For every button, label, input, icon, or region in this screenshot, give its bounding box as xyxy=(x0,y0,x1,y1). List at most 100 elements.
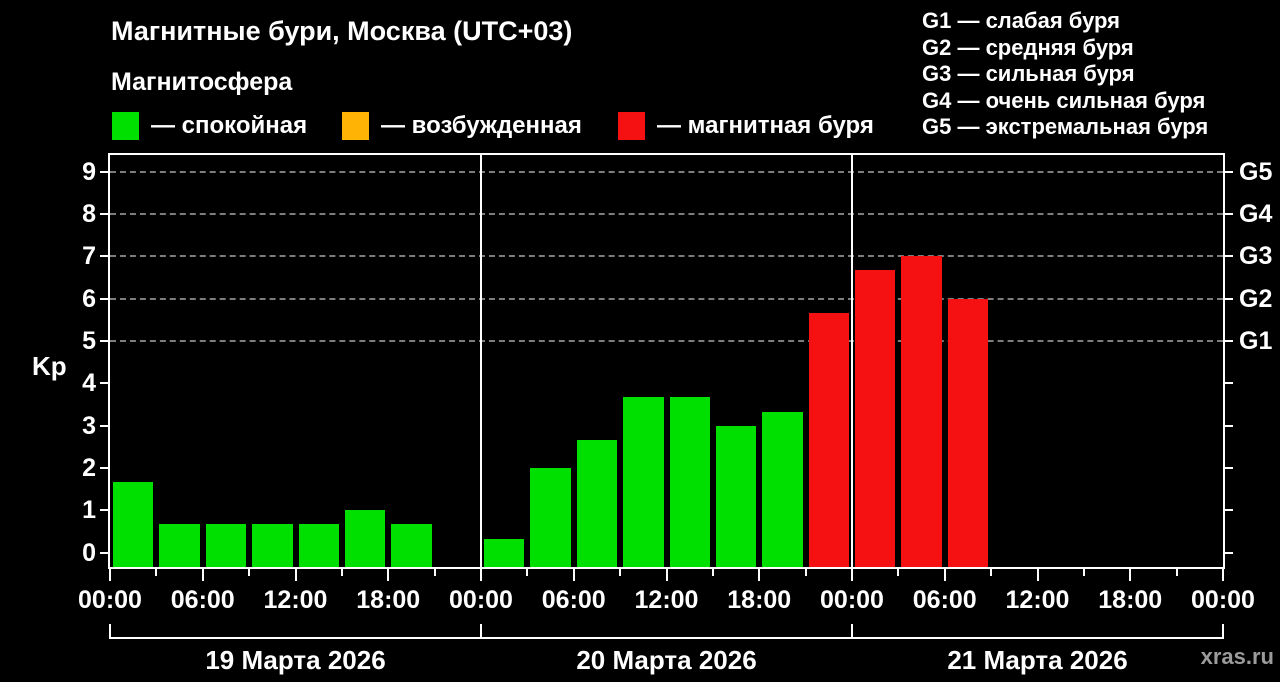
x-axis-major-tick xyxy=(294,567,297,581)
x-axis-minor-tick xyxy=(155,567,158,576)
y-axis-tick xyxy=(100,466,110,469)
legend-item-quiet: — спокойная xyxy=(112,112,307,140)
x-axis-minor-tick xyxy=(897,567,900,576)
g-level-label: G2 xyxy=(1239,284,1273,313)
x-axis-major-tick xyxy=(758,567,761,581)
gridline-kp5 xyxy=(110,340,1223,342)
x-axis-minor-tick xyxy=(433,567,436,576)
y-axis-tick xyxy=(100,297,110,300)
storm-scale-item-g1: G1 — слабая буря xyxy=(922,8,1121,33)
legend-label-excited: — возбужденная xyxy=(381,112,582,139)
x-axis-major-tick xyxy=(387,567,390,581)
kp-bar xyxy=(159,524,200,567)
x-axis-minor-tick xyxy=(340,567,343,576)
x-axis-major-tick xyxy=(943,567,946,581)
x-axis-minor-tick xyxy=(711,567,714,576)
kp-bar xyxy=(901,256,942,567)
gridline-kp6 xyxy=(110,297,1223,300)
kp-bar xyxy=(669,397,710,567)
x-axis-minor-tick xyxy=(990,567,993,576)
quiet-color-swatch xyxy=(112,112,139,140)
x-axis-tick-label: 12:00 xyxy=(634,586,699,614)
date-bracket-line xyxy=(111,637,1224,639)
kp-bar xyxy=(715,425,757,567)
x-axis-major-tick xyxy=(572,567,575,581)
date-bracket-tick xyxy=(109,624,111,639)
y-axis-tick xyxy=(100,170,110,173)
y-axis-tick-label: 4 xyxy=(82,369,96,398)
x-axis-major-tick xyxy=(1036,567,1039,581)
kp-bar xyxy=(623,397,664,567)
y-axis-tick-label: 3 xyxy=(82,411,96,440)
x-axis-major-tick xyxy=(109,567,111,581)
x-axis-tick-label: 12:00 xyxy=(1005,586,1070,614)
x-axis-tick-label: 00:00 xyxy=(78,586,142,614)
x-axis-minor-tick xyxy=(804,567,807,576)
legend-label-quiet: — спокойная xyxy=(151,112,308,139)
x-axis-tick-label: 18:00 xyxy=(727,586,792,614)
kp-bar xyxy=(762,411,803,567)
kp-bar xyxy=(113,481,154,567)
x-axis-tick-label: 06:00 xyxy=(541,586,606,614)
x-axis-tick-label: 00:00 xyxy=(1191,586,1255,614)
storm-scale-item-g4: G4 — очень сильная буря xyxy=(922,87,1206,113)
kp-bar xyxy=(344,510,386,567)
date-label: 21 Марта 2026 xyxy=(947,645,1128,675)
x-axis-minor-tick xyxy=(248,567,251,576)
g-level-label: G5 xyxy=(1239,157,1273,186)
y-axis-tick xyxy=(100,382,110,385)
kp-bar xyxy=(298,524,339,567)
x-axis-minor-tick xyxy=(1175,567,1178,576)
y-axis-tick-label: 7 xyxy=(82,242,96,271)
y-axis-tick xyxy=(100,509,110,512)
y-axis-tick-label: 1 xyxy=(82,496,96,525)
y-axis-tick-label: 8 xyxy=(82,200,96,229)
chart-title: Магнитные бури, Москва (UTC+03) xyxy=(111,16,573,46)
right-axis-tick xyxy=(1223,424,1233,427)
x-axis-tick-label: 06:00 xyxy=(912,586,977,614)
date-label: 19 Марта 2026 xyxy=(205,645,386,675)
right-axis-tick xyxy=(1223,382,1233,385)
storm-scale-item-g2: G2 — средняя буря xyxy=(922,34,1134,60)
x-axis-major-tick xyxy=(1129,567,1132,581)
g-level-label: G1 xyxy=(1239,327,1273,355)
x-axis-tick-label: 18:00 xyxy=(356,586,421,614)
y-axis-tick-label: 9 xyxy=(82,157,96,186)
day-separator xyxy=(851,155,853,567)
x-axis-tick-label: 06:00 xyxy=(170,586,235,614)
x-axis-major-tick xyxy=(1222,567,1224,581)
y-axis-tick xyxy=(100,213,110,216)
kp-bar xyxy=(252,524,293,567)
legend-item-excited: — возбужденная xyxy=(342,112,582,140)
x-axis-major-tick xyxy=(480,567,482,581)
x-axis-major-tick xyxy=(851,567,853,581)
chart-subtitle: Магнитосфера xyxy=(111,68,293,96)
watermark: xras.ru xyxy=(1200,644,1274,669)
date-bracket-tick xyxy=(1222,624,1224,639)
right-axis-tick xyxy=(1223,551,1233,554)
plot-area: 0 1 2 3 4 5 6 7 8 9 G1 G2 G3 G4 G5 00:00 06:00 12:00 18:00… xyxy=(78,155,1272,614)
kp-bar xyxy=(808,312,849,567)
legend-label-storm: — магнитная буря xyxy=(657,112,874,139)
kp-bar xyxy=(484,538,525,567)
x-axis-minor-tick xyxy=(619,567,622,576)
storm-scale-item-g3: G3 — сильная буря xyxy=(922,61,1135,86)
x-axis-major-tick xyxy=(665,567,668,581)
y-axis-tick-label: 6 xyxy=(82,284,96,313)
x-axis-tick-label: 18:00 xyxy=(1098,586,1163,614)
x-axis-tick-label: 12:00 xyxy=(263,586,328,614)
y-axis-tick-label: 2 xyxy=(82,453,96,482)
right-axis-tick xyxy=(1223,297,1233,300)
kp-bar xyxy=(855,270,896,567)
storm-scale-item-g5: G5 — экстремальная буря xyxy=(922,114,1209,139)
x-axis-minor-tick xyxy=(1082,567,1085,576)
day-separator xyxy=(480,155,482,567)
x-axis-minor-tick xyxy=(526,567,529,576)
y-axis-tick xyxy=(100,551,110,554)
y-axis-tick-label: 0 xyxy=(82,538,96,567)
kp-bar xyxy=(391,524,432,567)
right-axis-tick xyxy=(1223,170,1233,173)
x-axis-major-tick xyxy=(201,567,204,581)
right-axis-tick xyxy=(1223,255,1233,258)
